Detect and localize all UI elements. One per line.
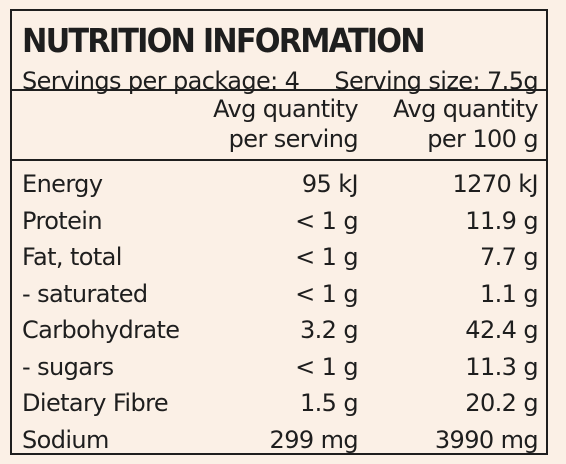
nutrient-label: Carbohydrate (22, 316, 180, 344)
nutrient-row-sodium: Sodium 299 mg 3990 mg (12, 422, 546, 459)
column-header-per-100g-line-2: per 100 g (427, 125, 538, 153)
per-serving-value: < 1 g (295, 279, 358, 308)
servings-per-package: Servings per package: 4 (22, 67, 300, 95)
per-100g-value: 11.9 g (465, 206, 538, 235)
per-serving-value: 299 mg (269, 425, 359, 454)
nutrient-label: Protein (22, 206, 103, 235)
nutrient-label: Fat, total (22, 243, 122, 271)
nutrient-rows: Energy 95 kJ 1270 kJ Protein < 1 g 11.9 … (12, 166, 546, 458)
nutrient-row-dietary-fibre: Dietary Fibre 1.5 g 20.2 g (12, 385, 546, 422)
nutrient-row-carbohydrate: Carbohydrate 3.2 g 42.4 g (12, 312, 546, 349)
per-serving-value: 95 kJ (301, 170, 359, 198)
column-header-per-100g-line-1: Avg quantity (393, 95, 539, 123)
serving-size: Serving size: 7.5g (334, 67, 538, 95)
nutrient-label: - sugars (22, 352, 114, 381)
nutrition-panel: NUTRITION INFORMATION Servings per packa… (10, 9, 548, 455)
nutrient-row-sugars: - sugars < 1 g 11.3 g (12, 349, 546, 386)
nutrient-label: Sodium (22, 425, 109, 454)
per-100g-value: 11.3 g (465, 352, 538, 381)
column-header-per-serving-line-2: per serving (228, 125, 359, 153)
per-serving-value: 1.5 g (299, 389, 359, 417)
nutrient-row-saturated: - saturated < 1 g 1.1 g (12, 276, 546, 313)
column-header-per-serving: Avg quantity per serving (213, 94, 359, 154)
header-divider (12, 89, 546, 91)
per-100g-value: 42.4 g (465, 316, 538, 344)
per-serving-value: 3.2 g (299, 316, 359, 344)
nutrient-label: - saturated (22, 279, 148, 308)
nutrient-row-energy: Energy 95 kJ 1270 kJ (12, 166, 546, 203)
per-serving-value: < 1 g (295, 206, 358, 235)
panel-title: NUTRITION INFORMATION (22, 21, 426, 60)
per-serving-value: < 1 g (295, 352, 358, 381)
per-serving-value: < 1 g (295, 243, 358, 271)
nutrient-label: Energy (22, 170, 103, 198)
nutrient-row-protein: Protein < 1 g 11.9 g (12, 203, 546, 240)
column-header-per-serving-line-1: Avg quantity (213, 95, 359, 123)
table-divider (12, 159, 546, 161)
nutrient-row-fat-total: Fat, total < 1 g 7.7 g (12, 239, 546, 276)
per-100g-value: 7.7 g (479, 243, 539, 271)
per-100g-value: 1270 kJ (452, 170, 539, 198)
per-100g-value: 1.1 g (479, 279, 539, 308)
nutrient-label: Dietary Fibre (22, 389, 169, 417)
per-100g-value: 3990 mg (434, 425, 539, 454)
per-100g-value: 20.2 g (465, 389, 538, 417)
column-header-per-100g: Avg quantity per 100 g (393, 94, 539, 154)
